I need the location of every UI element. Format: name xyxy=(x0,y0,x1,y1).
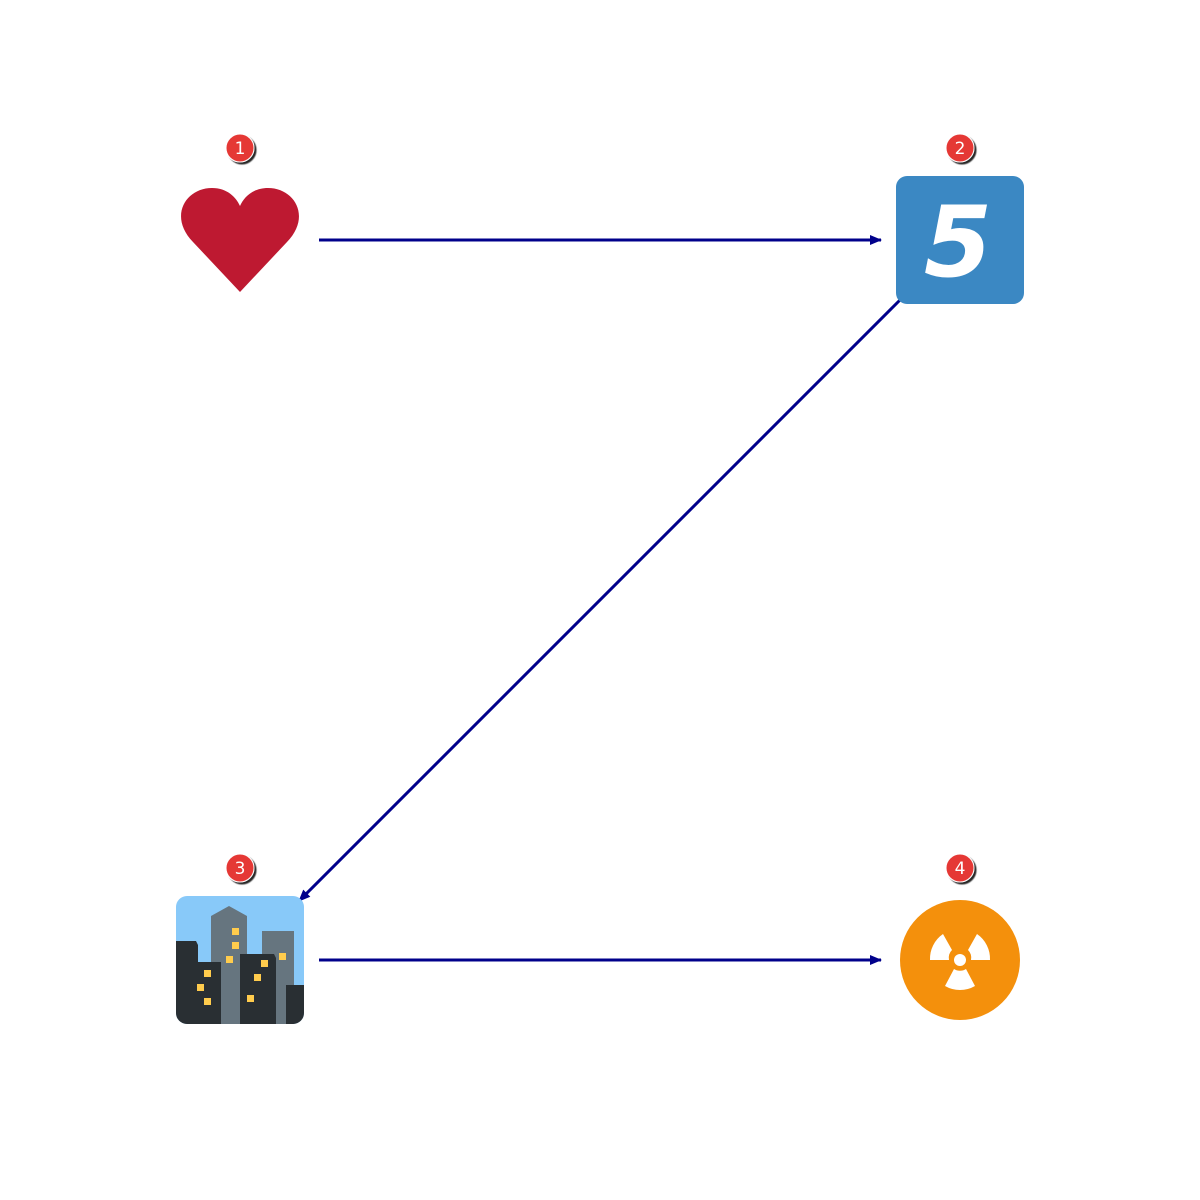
cityscape-icon xyxy=(176,896,304,1024)
node-keycap-five: 5 2 xyxy=(896,133,1024,304)
node-badge-label: 3 xyxy=(235,859,246,879)
node-badge-label: 4 xyxy=(955,859,966,879)
node-badge: 4 xyxy=(945,853,975,883)
node-radioactive: 4 xyxy=(900,853,1020,1020)
node-heart: 1 xyxy=(181,133,299,292)
node-badge: 1 xyxy=(225,133,255,163)
node-badge-label: 2 xyxy=(955,139,966,159)
edge-keycap-five-to-cityscape xyxy=(297,298,902,903)
keycap-five-icon: 5 xyxy=(896,176,1024,304)
node-badge-label: 1 xyxy=(235,139,246,159)
edges xyxy=(297,235,902,965)
keycap-glyph: 5 xyxy=(924,186,992,300)
node-cityscape: 3 xyxy=(176,853,304,1024)
heart-icon xyxy=(181,188,299,292)
node-badge: 2 xyxy=(945,133,975,163)
radioactive-icon xyxy=(900,900,1020,1020)
node-badge: 3 xyxy=(225,853,255,883)
